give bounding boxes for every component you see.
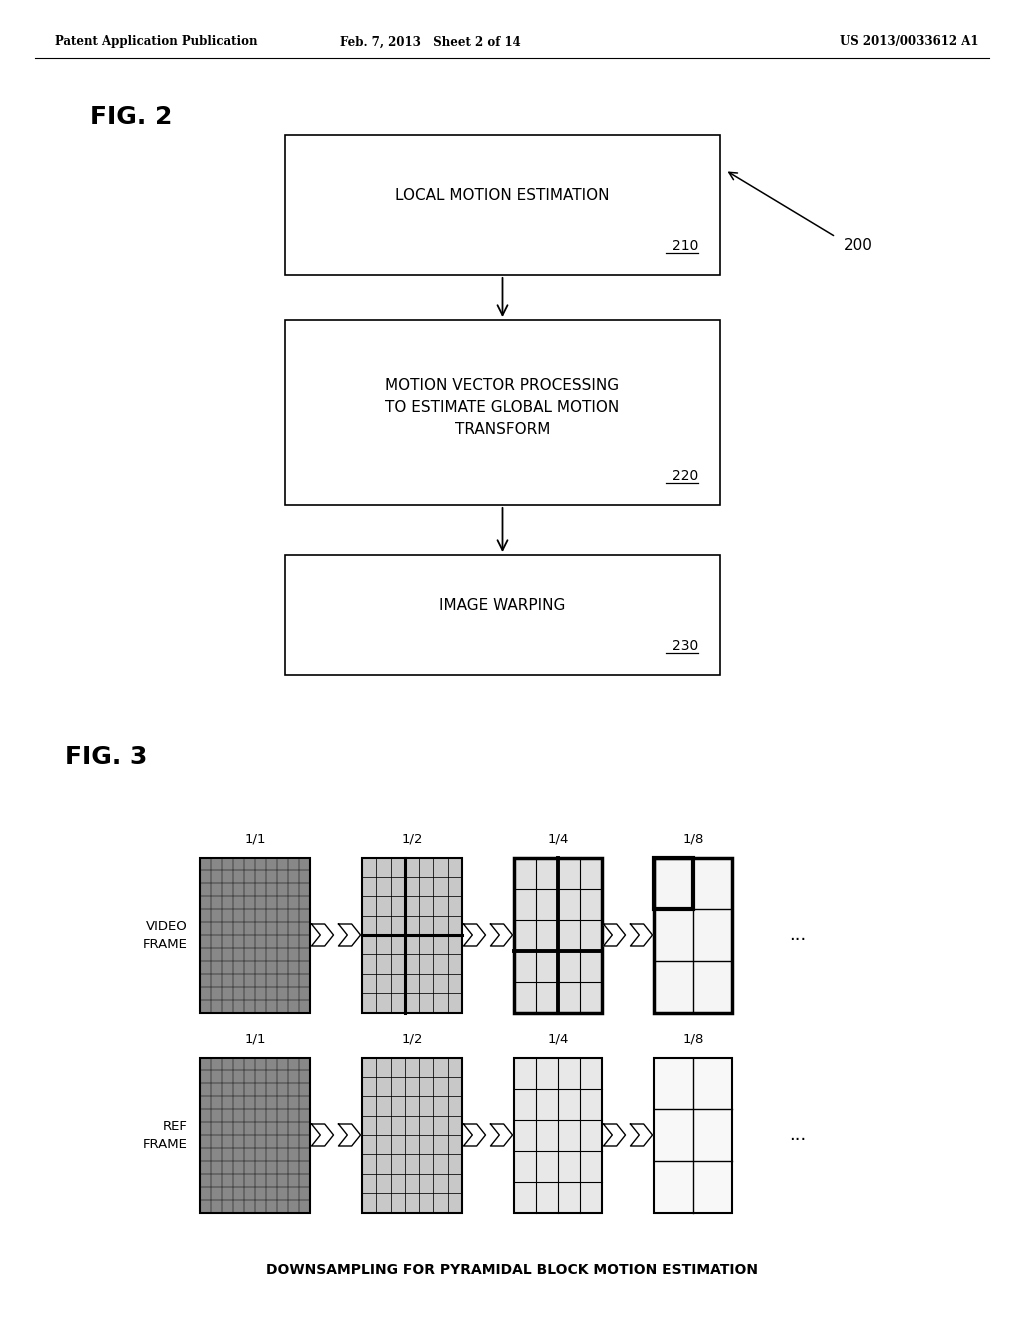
Text: 1/8: 1/8 [682, 1032, 703, 1045]
Text: FIG. 3: FIG. 3 [65, 744, 147, 770]
Bar [285, 554, 720, 675]
Text: 1/4: 1/4 [547, 833, 568, 846]
Polygon shape [490, 1125, 512, 1146]
Polygon shape [603, 924, 626, 946]
Polygon shape [464, 924, 485, 946]
Polygon shape [631, 924, 652, 946]
Polygon shape [311, 924, 334, 946]
Text: FIG. 2: FIG. 2 [90, 106, 172, 129]
Polygon shape [339, 1125, 360, 1146]
Text: 220: 220 [672, 469, 698, 483]
Text: LOCAL MOTION ESTIMATION: LOCAL MOTION ESTIMATION [395, 187, 609, 202]
Bar [285, 319, 720, 506]
Text: 200: 200 [844, 238, 872, 252]
Text: 1/8: 1/8 [682, 833, 703, 846]
Bar [654, 1057, 732, 1213]
Polygon shape [311, 1125, 334, 1146]
Text: 1/2: 1/2 [401, 1032, 423, 1045]
Bar [285, 135, 720, 275]
Bar [654, 858, 693, 909]
Polygon shape [490, 924, 512, 946]
Text: 1/2: 1/2 [401, 833, 423, 846]
Bar [514, 858, 602, 1012]
Bar [200, 858, 310, 1012]
Text: REF
FRAME: REF FRAME [143, 1119, 188, 1151]
Bar [654, 858, 732, 1012]
Text: 1/4: 1/4 [547, 1032, 568, 1045]
Text: IMAGE WARPING: IMAGE WARPING [439, 598, 565, 612]
Text: 210: 210 [672, 239, 698, 253]
Text: Patent Application Publication: Patent Application Publication [55, 36, 257, 49]
Bar [362, 1057, 462, 1213]
Text: 1/1: 1/1 [245, 833, 266, 846]
Text: VIDEO
FRAME: VIDEO FRAME [143, 920, 188, 950]
Polygon shape [603, 1125, 626, 1146]
Bar [200, 1057, 310, 1213]
Text: DOWNSAMPLING FOR PYRAMIDAL BLOCK MOTION ESTIMATION: DOWNSAMPLING FOR PYRAMIDAL BLOCK MOTION … [266, 1263, 758, 1276]
Polygon shape [631, 1125, 652, 1146]
Text: 1/1: 1/1 [245, 1032, 266, 1045]
Text: US 2013/0033612 A1: US 2013/0033612 A1 [840, 36, 978, 49]
Text: ...: ... [790, 927, 806, 944]
Polygon shape [464, 1125, 485, 1146]
Polygon shape [339, 924, 360, 946]
Text: Feb. 7, 2013   Sheet 2 of 14: Feb. 7, 2013 Sheet 2 of 14 [340, 36, 520, 49]
Text: MOTION VECTOR PROCESSING
TO ESTIMATE GLOBAL MOTION
TRANSFORM: MOTION VECTOR PROCESSING TO ESTIMATE GLO… [385, 378, 620, 437]
Bar [514, 1057, 602, 1213]
Text: ...: ... [790, 1126, 806, 1144]
Text: 230: 230 [672, 639, 698, 653]
Bar [362, 858, 462, 1012]
